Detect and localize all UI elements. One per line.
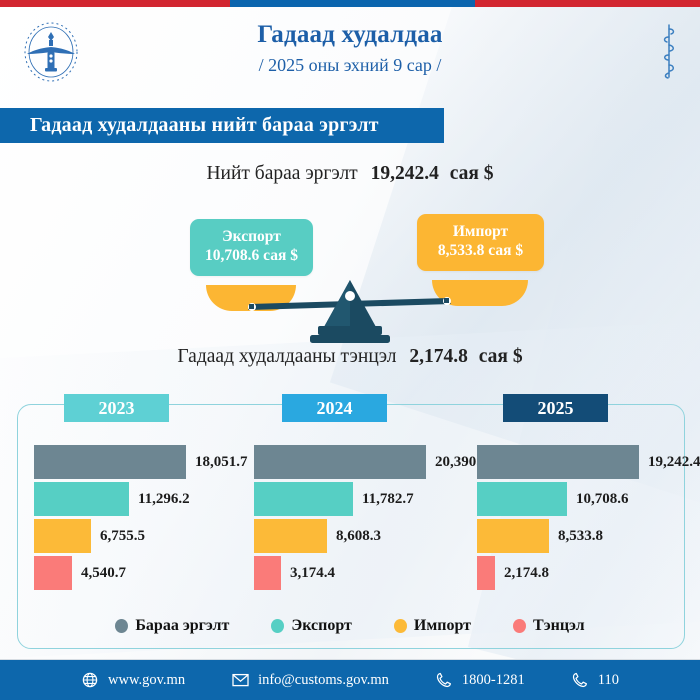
header-title-block: Гадаад худалдаа / 2025 оны эхний 9 сар / — [0, 21, 700, 75]
footer-item-website[interactable]: www.gov.mn — [81, 671, 185, 689]
footer-text-website: www.gov.mn — [108, 671, 186, 688]
top-stripe — [0, 0, 700, 7]
mongolian-customs-emblem-icon — [18, 19, 84, 85]
bar-group-2024: 20,390.9 11,782.7 8,608.3 3,174.4 — [254, 445, 488, 593]
bar-row: 2,174.8 — [477, 556, 697, 590]
bar-row: 20,390.9 — [254, 445, 488, 479]
footer-item-email[interactable]: info@customs.gov.mn — [231, 671, 389, 689]
phone-icon — [571, 671, 589, 689]
legend-item-import[interactable]: Импорт — [393, 617, 472, 635]
legend-swatch-icon — [115, 619, 129, 633]
bar-export-2023 — [34, 482, 129, 516]
legend-swatch-icon — [393, 619, 407, 633]
bar-label-export-2024: 11,782.7 — [362, 490, 414, 507]
trade-balance-label: Гадаад худалдааны тэнцэл — [177, 346, 397, 367]
year-tab-2025[interactable]: 2025 — [503, 394, 608, 422]
bar-balance-2024 — [254, 556, 281, 590]
bar-row: 10,708.6 — [477, 482, 697, 516]
total-turnover-label: Нийт бараа эргэлт — [206, 163, 358, 184]
footer-text-email: info@customs.gov.mn — [258, 671, 389, 688]
stripe-segment-red-left — [0, 0, 230, 7]
export-chip-label: Экспорт — [222, 228, 281, 245]
legend-label-import: Импорт — [413, 617, 472, 634]
bar-label-export-2025: 10,708.6 — [576, 490, 629, 507]
bar-label-balance-2023: 4,540.7 — [81, 564, 126, 581]
trade-balance-line: Гадаад худалдааны тэнцэл 2,174.8 сая $ — [0, 346, 700, 368]
bar-chart: 18,051.7 11,296.2 6,755.5 4,540.7 20,390… — [0, 404, 700, 647]
footer-text-emergency: 110 — [597, 671, 619, 688]
bar-row: 11,296.2 — [34, 482, 254, 516]
legend-label-turnover: Бараа эргэлт — [135, 617, 230, 634]
bar-row: 3,174.4 — [254, 556, 474, 590]
bar-row: 8,533.8 — [477, 519, 697, 553]
stripe-segment-red-right — [475, 0, 700, 7]
bar-export-2025 — [477, 482, 567, 516]
legend-item-export[interactable]: Экспорт — [271, 617, 352, 635]
section-banner: Гадаад худалдааны нийт бараа эргэлт — [0, 108, 444, 143]
balance-scale-graphic: Экспорт 10,708.6 сая $ Импорт 8,533.8 са… — [0, 205, 700, 345]
export-chip-amount: 10,708.6 сая $ — [205, 247, 298, 265]
export-chip: Экспорт 10,708.6 сая $ — [190, 219, 313, 276]
bar-label-turnover-2025: 19,242.4 — [648, 453, 700, 470]
bar-row: 18,051.7 — [34, 445, 254, 479]
phone-icon — [435, 671, 453, 689]
bar-row: 11,782.7 — [254, 482, 474, 516]
bar-balance-2025 — [477, 556, 495, 590]
bar-row: 19,242.4 — [477, 445, 700, 479]
total-turnover-value: 19,242.4 — [370, 163, 439, 184]
legend-label-export: Экспорт — [291, 617, 352, 634]
page-subtitle: / 2025 оны эхний 9 сар / — [258, 54, 442, 75]
total-turnover-unit: сая $ — [449, 163, 494, 184]
bar-label-import-2024: 8,608.3 — [336, 527, 381, 544]
bar-group-2025: 19,242.4 10,708.6 8,533.8 2,174.8 — [477, 445, 700, 593]
bar-import-2025 — [477, 519, 549, 553]
footer-item-hotline[interactable]: 1800-1281 — [435, 671, 525, 689]
bar-import-2024 — [254, 519, 327, 553]
bar-row: 6,755.5 — [34, 519, 254, 553]
year-tabs: 2023 2024 2025 — [17, 394, 683, 422]
legend-item-balance[interactable]: Тэнцэл — [513, 617, 585, 635]
bar-label-import-2025: 8,533.8 — [558, 527, 603, 544]
trade-balance-unit: сая $ — [478, 346, 523, 367]
bar-turnover-2023 — [34, 445, 186, 479]
legend-label-balance: Тэнцэл — [533, 617, 585, 634]
stripe-segment-blue — [230, 0, 475, 7]
globe-icon — [81, 671, 99, 689]
page-header: Гадаад худалдаа / 2025 оны эхний 9 сар / — [0, 7, 700, 96]
total-turnover-line: Нийт бараа эргэлт 19,242.4 сая $ — [0, 163, 700, 185]
legend-swatch-icon — [271, 619, 285, 633]
mongolian-vertical-script-icon — [652, 21, 686, 83]
bar-turnover-2025 — [477, 445, 639, 479]
bar-balance-2023 — [34, 556, 72, 590]
balance-scale-icon — [248, 280, 451, 343]
envelope-icon — [231, 671, 249, 689]
section-banner-label: Гадаад худалдааны нийт бараа эргэлт — [30, 114, 379, 136]
legend-swatch-icon — [513, 619, 527, 633]
page-footer: www.gov.mn info@customs.gov.mn 1800-1281 — [0, 660, 700, 700]
chart-legend: Бараа эргэлт Экспорт Импорт Тэнцэл — [17, 612, 683, 640]
bar-label-balance-2024: 3,174.4 — [290, 564, 335, 581]
bar-label-balance-2025: 2,174.8 — [504, 564, 549, 581]
bar-export-2024 — [254, 482, 353, 516]
bar-group-2023: 18,051.7 11,296.2 6,755.5 4,540.7 — [34, 445, 254, 593]
bar-import-2023 — [34, 519, 91, 553]
trade-balance-value: 2,174.8 — [409, 346, 468, 367]
footer-text-hotline: 1800-1281 — [461, 671, 525, 688]
footer-item-emergency[interactable]: 110 — [571, 671, 619, 689]
bar-row: 4,540.7 — [34, 556, 254, 590]
bar-row: 8,608.3 — [254, 519, 474, 553]
year-tab-2023[interactable]: 2023 — [64, 394, 169, 422]
bar-label-turnover-2023: 18,051.7 — [195, 453, 248, 470]
legend-item-turnover[interactable]: Бараа эргэлт — [115, 617, 229, 635]
bar-label-export-2023: 11,296.2 — [138, 490, 190, 507]
bar-label-import-2023: 6,755.5 — [100, 527, 145, 544]
bar-turnover-2024 — [254, 445, 426, 479]
year-tab-2024[interactable]: 2024 — [282, 394, 387, 422]
page-title: Гадаад худалдаа — [257, 21, 443, 48]
